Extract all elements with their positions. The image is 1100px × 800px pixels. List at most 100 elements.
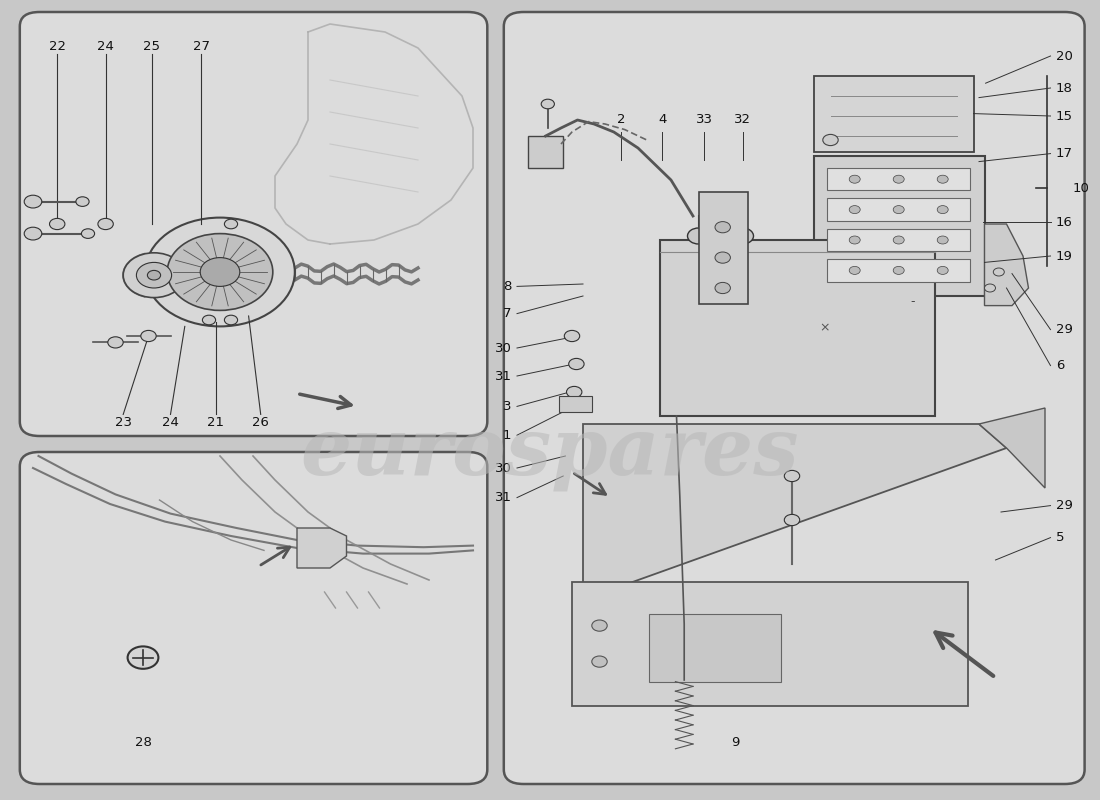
Circle shape bbox=[784, 470, 800, 482]
FancyBboxPatch shape bbox=[20, 452, 487, 784]
Bar bbox=[814, 76, 974, 152]
Text: 15: 15 bbox=[1056, 110, 1072, 122]
Text: eurospares: eurospares bbox=[300, 414, 800, 490]
Circle shape bbox=[849, 236, 860, 244]
Text: 26: 26 bbox=[252, 416, 270, 429]
Text: 31: 31 bbox=[495, 491, 512, 504]
Bar bbox=[649, 614, 781, 682]
Circle shape bbox=[688, 228, 710, 244]
Circle shape bbox=[592, 620, 607, 631]
Circle shape bbox=[128, 646, 158, 669]
Circle shape bbox=[592, 656, 607, 667]
Text: 28: 28 bbox=[134, 736, 152, 749]
Circle shape bbox=[202, 315, 216, 325]
Circle shape bbox=[715, 282, 730, 294]
Circle shape bbox=[141, 330, 156, 342]
Text: 29: 29 bbox=[1056, 323, 1072, 336]
Text: 29: 29 bbox=[1056, 499, 1072, 512]
Circle shape bbox=[81, 229, 95, 238]
Text: 4: 4 bbox=[658, 114, 667, 126]
Circle shape bbox=[569, 358, 584, 370]
Circle shape bbox=[893, 266, 904, 274]
Text: 18: 18 bbox=[1056, 82, 1072, 94]
Text: 16: 16 bbox=[1056, 216, 1072, 229]
Circle shape bbox=[167, 234, 273, 310]
Bar bbox=[660, 240, 935, 416]
Text: 1: 1 bbox=[503, 429, 512, 442]
Text: 31: 31 bbox=[495, 370, 512, 382]
Text: 32: 32 bbox=[734, 114, 751, 126]
Circle shape bbox=[98, 218, 113, 230]
Text: 30: 30 bbox=[495, 342, 512, 354]
Circle shape bbox=[136, 262, 172, 288]
Circle shape bbox=[123, 253, 185, 298]
Circle shape bbox=[566, 386, 582, 398]
Circle shape bbox=[937, 175, 948, 183]
Text: 7: 7 bbox=[503, 307, 512, 320]
Circle shape bbox=[50, 218, 65, 230]
Circle shape bbox=[224, 219, 238, 229]
Circle shape bbox=[849, 175, 860, 183]
Circle shape bbox=[76, 197, 89, 206]
Text: 6: 6 bbox=[1056, 359, 1065, 372]
Text: 3: 3 bbox=[503, 400, 512, 413]
Text: 30: 30 bbox=[495, 462, 512, 474]
Text: 33: 33 bbox=[695, 114, 713, 126]
Circle shape bbox=[715, 252, 730, 263]
Text: 27: 27 bbox=[192, 40, 210, 53]
Text: 24: 24 bbox=[162, 416, 179, 429]
Bar bbox=[827, 198, 970, 221]
Circle shape bbox=[200, 258, 240, 286]
Circle shape bbox=[24, 227, 42, 240]
Circle shape bbox=[224, 315, 238, 325]
Polygon shape bbox=[583, 424, 1006, 584]
Text: 17: 17 bbox=[1056, 147, 1072, 160]
Polygon shape bbox=[979, 408, 1045, 488]
Bar bbox=[827, 229, 970, 251]
Text: 20: 20 bbox=[1056, 50, 1072, 62]
Circle shape bbox=[849, 266, 860, 274]
Text: ×: × bbox=[820, 322, 830, 334]
Text: 24: 24 bbox=[97, 40, 114, 53]
Text: 8: 8 bbox=[503, 280, 512, 293]
Text: 2: 2 bbox=[617, 114, 626, 126]
Circle shape bbox=[147, 270, 161, 280]
Circle shape bbox=[984, 284, 996, 292]
Circle shape bbox=[993, 268, 1004, 276]
Bar bbox=[827, 259, 970, 282]
Circle shape bbox=[893, 206, 904, 214]
Text: -: - bbox=[911, 295, 915, 308]
Circle shape bbox=[937, 266, 948, 274]
Circle shape bbox=[541, 99, 554, 109]
Text: 19: 19 bbox=[1056, 250, 1072, 262]
Circle shape bbox=[145, 218, 295, 326]
Circle shape bbox=[564, 330, 580, 342]
Bar bbox=[572, 582, 968, 706]
Text: 23: 23 bbox=[114, 416, 132, 429]
Circle shape bbox=[732, 228, 754, 244]
Text: 5: 5 bbox=[1056, 531, 1065, 544]
Bar bbox=[559, 396, 592, 412]
Text: 25: 25 bbox=[143, 40, 161, 53]
FancyBboxPatch shape bbox=[20, 12, 487, 436]
Circle shape bbox=[24, 195, 42, 208]
Text: 22: 22 bbox=[48, 40, 66, 53]
Polygon shape bbox=[984, 224, 1028, 306]
Circle shape bbox=[937, 236, 948, 244]
Circle shape bbox=[108, 337, 123, 348]
Polygon shape bbox=[297, 528, 346, 568]
Circle shape bbox=[893, 175, 904, 183]
Text: 10: 10 bbox=[1072, 182, 1089, 194]
Bar bbox=[698, 192, 748, 304]
Bar bbox=[528, 136, 563, 168]
Bar bbox=[827, 168, 970, 190]
Circle shape bbox=[937, 206, 948, 214]
Circle shape bbox=[715, 222, 730, 233]
FancyBboxPatch shape bbox=[504, 12, 1085, 784]
Circle shape bbox=[823, 134, 838, 146]
Text: 21: 21 bbox=[207, 416, 224, 429]
Circle shape bbox=[849, 206, 860, 214]
Text: 9: 9 bbox=[732, 736, 740, 749]
Bar bbox=[814, 156, 984, 296]
Circle shape bbox=[893, 236, 904, 244]
